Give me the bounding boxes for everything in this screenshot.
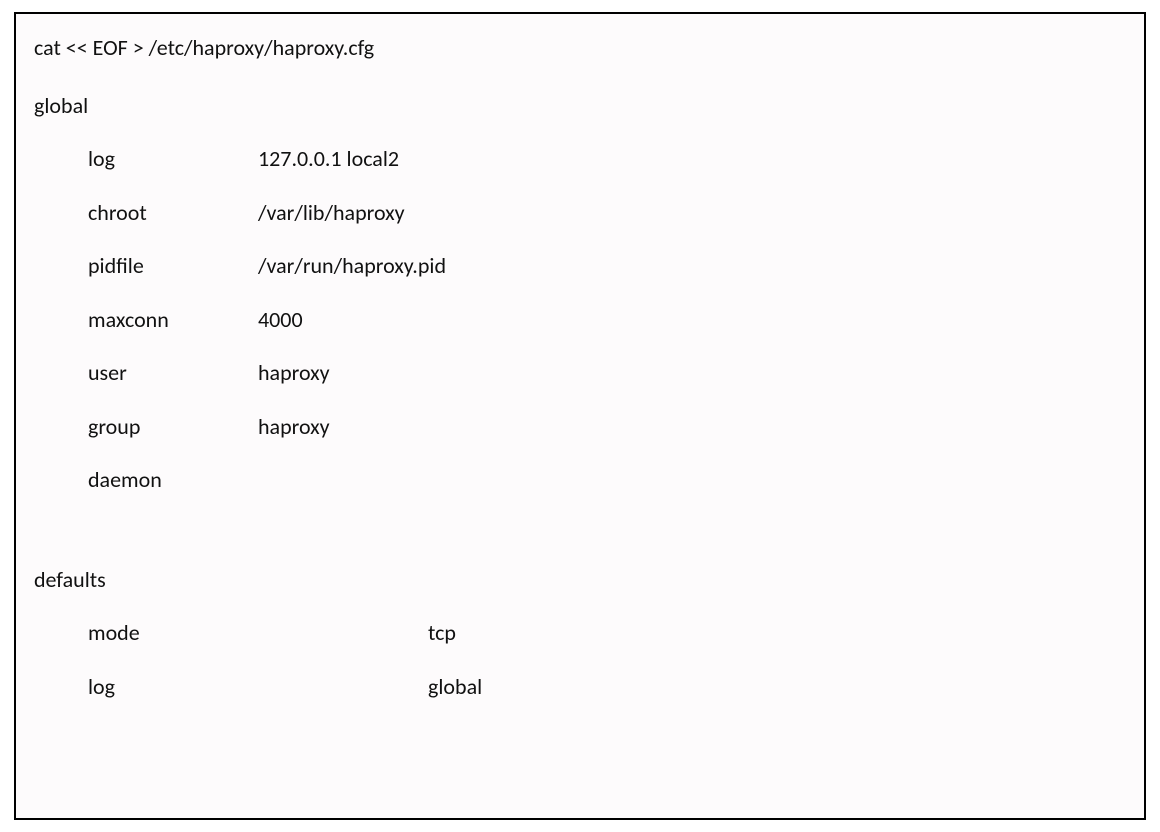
config-key: chroot (88, 199, 258, 227)
config-key: daemon (88, 466, 258, 494)
config-entry: daemon (34, 466, 1126, 494)
config-entry: user haproxy (34, 359, 1126, 387)
config-key: pidfile (88, 252, 258, 280)
config-key: maxconn (88, 306, 258, 334)
config-entry: log global (34, 673, 1126, 701)
config-key: log (88, 673, 428, 701)
config-entry: maxconn 4000 (34, 306, 1126, 334)
config-entry: mode tcp (34, 619, 1126, 647)
config-code-block: cat << EOF > /etc/haproxy/haproxy.cfg gl… (14, 12, 1146, 820)
config-entry: log 127.0.0.1 local2 (34, 145, 1126, 173)
config-value: haproxy (258, 359, 330, 387)
config-key: group (88, 413, 258, 441)
config-value: 127.0.0.1 local2 (258, 145, 399, 173)
config-value: /var/lib/haproxy (258, 199, 405, 227)
section-title-defaults: defaults (34, 566, 1126, 594)
config-key: mode (88, 619, 428, 647)
config-value: haproxy (258, 413, 330, 441)
blank-line (34, 520, 1126, 566)
config-value: global (428, 673, 482, 701)
config-key: user (88, 359, 258, 387)
section-title-global: global (34, 92, 1126, 120)
config-entry: pidfile /var/run/haproxy.pid (34, 252, 1126, 280)
config-value: 4000 (258, 306, 303, 334)
shell-command-line: cat << EOF > /etc/haproxy/haproxy.cfg (34, 34, 1126, 62)
config-entry: group haproxy (34, 413, 1126, 441)
config-key: log (88, 145, 258, 173)
config-value: /var/run/haproxy.pid (258, 252, 446, 280)
config-entry: chroot /var/lib/haproxy (34, 199, 1126, 227)
config-value: tcp (428, 619, 456, 647)
